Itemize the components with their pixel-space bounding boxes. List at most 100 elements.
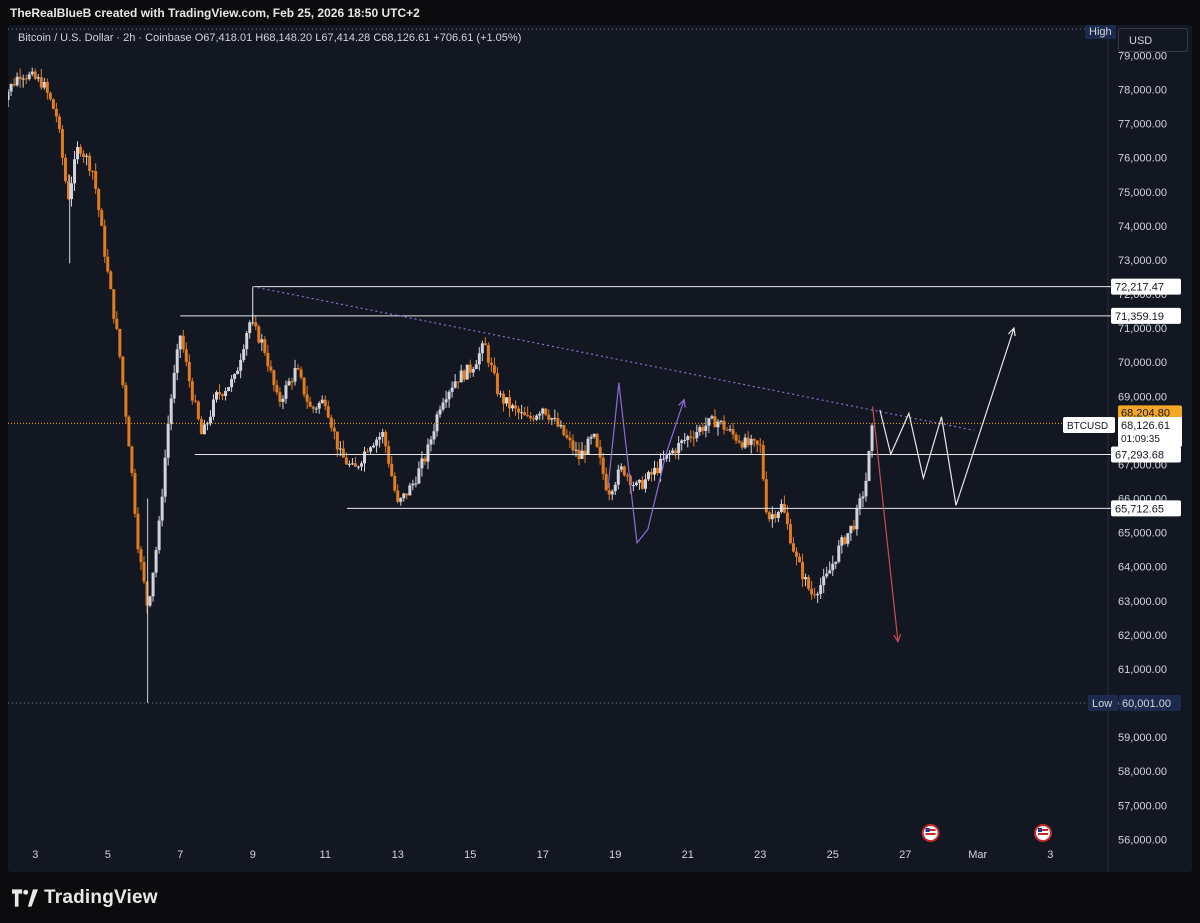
level-label: 72,217.47 — [1115, 282, 1164, 294]
y-tick-label: 70,000.00 — [1118, 357, 1167, 369]
high-badge-label: High — [1089, 26, 1112, 38]
candle-body — [619, 466, 623, 470]
candle-body — [402, 493, 406, 499]
y-tick-label: 67,000.00 — [1118, 459, 1167, 471]
candle-body — [363, 451, 367, 464]
candle-body — [441, 402, 445, 410]
candle-body — [290, 381, 294, 383]
wave-projection — [607, 382, 685, 545]
y-tick-label: 64,000.00 — [1118, 562, 1167, 574]
y-tick-label: 71,000.00 — [1118, 323, 1167, 335]
candle-body — [668, 453, 672, 455]
candle-body — [825, 573, 829, 577]
candle-body — [45, 82, 49, 93]
bullish-projection — [879, 327, 1015, 506]
candle-body — [571, 440, 575, 451]
candle-body — [381, 431, 385, 437]
candle-body — [867, 450, 871, 481]
candle-body — [695, 432, 699, 439]
candle-body — [21, 78, 25, 80]
symbol-badge-label: BTCUSD — [1067, 421, 1108, 432]
candle-body — [178, 335, 182, 350]
candle-body — [755, 440, 759, 445]
candle-body — [378, 436, 382, 440]
candle-body — [492, 365, 496, 374]
candle-body — [486, 345, 490, 363]
candle-body — [837, 545, 841, 562]
candle-body — [634, 482, 638, 486]
candle-body — [24, 78, 28, 80]
candle-body — [788, 524, 792, 544]
candle-body — [598, 446, 602, 458]
candle-body — [323, 399, 327, 407]
candle-body — [631, 485, 635, 487]
candle-body — [544, 408, 548, 415]
candle-body — [118, 328, 122, 357]
candle-body — [758, 444, 762, 446]
chart-panel[interactable]: 79,000.00 78,000.00 77,000.00 76,000.00 75,0… — [8, 25, 1192, 872]
candle-body — [592, 434, 596, 437]
candle-body — [438, 409, 442, 415]
author-credit: TheRealBlueB created with TradingView.co… — [10, 6, 420, 20]
candle-body — [109, 271, 113, 290]
bearish-arrowhead — [893, 633, 902, 644]
candle-body — [671, 450, 675, 454]
candle-body — [810, 588, 814, 595]
y-tick-label: 63,000.00 — [1118, 596, 1167, 608]
level-label: 65,712.65 — [1115, 503, 1164, 515]
candle-body — [341, 448, 345, 458]
candle-body — [347, 463, 351, 465]
candle-body — [33, 71, 37, 79]
candle-body — [76, 146, 80, 160]
candle-body — [653, 467, 657, 475]
candle-body — [553, 418, 557, 420]
candle-body — [193, 400, 197, 402]
candle-body — [456, 381, 460, 383]
candle-body — [103, 225, 107, 257]
candle-body — [356, 466, 360, 468]
candle-body — [589, 436, 593, 439]
candle-body — [100, 210, 104, 226]
candle-body — [601, 457, 605, 474]
y-tick-label: 65,000.00 — [1118, 528, 1167, 540]
level-label-box — [1111, 307, 1181, 324]
y-tick-label: 56,000.00 — [1118, 834, 1167, 846]
candle-body — [541, 408, 545, 414]
candle-body — [429, 439, 433, 445]
candle-body — [426, 444, 430, 462]
candle-body — [353, 463, 357, 467]
candle-body — [293, 368, 297, 382]
candle-body — [420, 458, 424, 469]
candle-body — [305, 394, 309, 402]
candle-body — [248, 322, 252, 333]
candle-body — [520, 412, 524, 414]
low-badge — [1088, 694, 1118, 711]
candle-body — [145, 581, 149, 606]
candle-body — [296, 368, 300, 370]
candle-body — [698, 427, 702, 433]
candle-body — [610, 491, 614, 495]
candle-body — [737, 440, 741, 443]
currency-selector[interactable]: USD — [1118, 28, 1188, 52]
x-tick-label: 27 — [899, 849, 911, 861]
candle-body — [30, 71, 34, 75]
candle-body — [559, 425, 563, 427]
candle-body — [175, 349, 179, 373]
candle-body — [556, 418, 560, 427]
candle-body — [625, 475, 629, 477]
candle-body — [728, 429, 732, 431]
candle-body — [79, 146, 83, 154]
candle-body — [677, 443, 681, 454]
candle-body — [390, 463, 394, 477]
bearish-projection — [872, 406, 899, 642]
level-label: 71,359.19 — [1115, 311, 1164, 323]
candlestick-chart[interactable]: 79,000.00 78,000.00 77,000.00 76,000.00 75,0… — [8, 25, 1192, 872]
candle-body — [211, 399, 215, 417]
candle-body — [63, 157, 67, 182]
candle-body — [272, 370, 276, 386]
flag-stripe — [1038, 833, 1048, 835]
candle-body — [199, 418, 203, 435]
candle-body — [166, 424, 170, 458]
candle-body — [870, 425, 874, 451]
symbol-badge — [1063, 417, 1115, 434]
